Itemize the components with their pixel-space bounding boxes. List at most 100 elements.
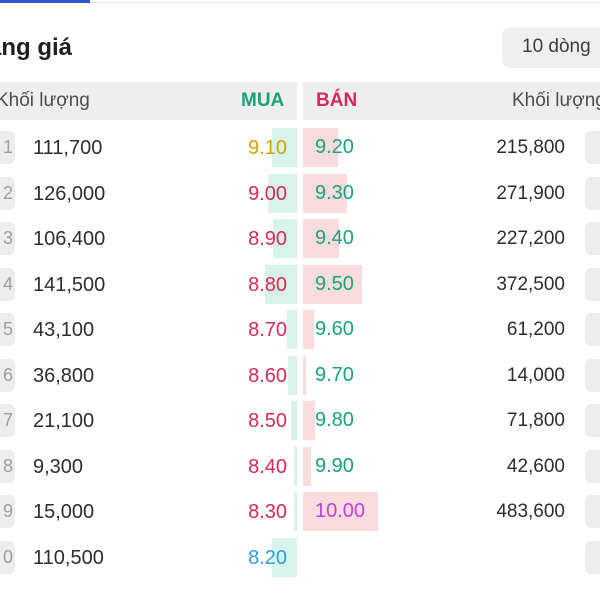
buy-volume: 9,300 xyxy=(33,455,84,478)
row-side-tab-left[interactable]: 3 xyxy=(0,222,15,255)
order-book-row: 5 43,100 8.70 9.60 61,200 xyxy=(0,307,600,352)
row-side-tab-label: 8 xyxy=(2,455,13,476)
sell-volume-bar xyxy=(303,492,378,531)
row-side-tab-right[interactable] xyxy=(585,540,600,574)
order-book-row: 3 106,400 8.90 9.40 227,200 xyxy=(0,216,600,261)
sell-volume-bar xyxy=(303,173,347,213)
tab-divider xyxy=(90,2,600,3)
buy-volume: 21,100 xyxy=(33,410,95,432)
row-side-tab-left[interactable]: 7 xyxy=(0,404,15,437)
row-side-tab-right[interactable] xyxy=(585,449,600,483)
buy-volume: 43,100 xyxy=(33,319,95,341)
row-side-tab-right[interactable] xyxy=(585,222,600,255)
row-side-tab-right[interactable] xyxy=(585,131,600,164)
row-side-tab-left[interactable]: 4 xyxy=(0,267,15,301)
buy-price[interactable]: 8.20 xyxy=(248,546,287,569)
sell-volume-bar xyxy=(303,401,315,440)
sell-price[interactable]: 10.00 xyxy=(315,500,366,522)
row-side-tab-left[interactable]: 8 xyxy=(0,449,15,483)
buy-volume-bar xyxy=(273,219,297,258)
row-side-tab-label: 1 xyxy=(2,137,13,157)
buy-price[interactable]: 8.70 xyxy=(248,319,287,341)
sell-volume: 271,900 xyxy=(496,182,565,204)
sell-price-header: BÁN xyxy=(316,90,358,111)
sell-volume: 71,800 xyxy=(506,410,565,431)
buy-volume-bar xyxy=(272,537,297,577)
row-side-tab-right[interactable] xyxy=(585,313,600,346)
sell-volume: 14,000 xyxy=(506,364,565,386)
sell-volume-bar xyxy=(303,128,338,167)
buy-header-bar xyxy=(0,82,297,120)
buy-price[interactable]: 8.50 xyxy=(248,410,287,432)
page-title: ảng giá xyxy=(0,34,73,61)
row-side-tab-right[interactable] xyxy=(585,267,600,301)
buy-volume: 15,000 xyxy=(33,501,95,523)
row-side-tab-left[interactable]: 9 xyxy=(0,495,15,528)
row-side-tab-left[interactable]: 6 xyxy=(0,358,15,392)
buy-volume: 36,800 xyxy=(33,364,95,387)
order-book-row: 2 126,000 9.00 9.30 271,900 xyxy=(0,171,600,216)
row-side-tab-left[interactable]: 0 xyxy=(0,540,15,574)
sell-price[interactable]: 9.70 xyxy=(315,363,354,386)
sell-header-bar xyxy=(303,82,600,120)
sell-volume-header: Khối lượng xyxy=(512,90,600,111)
sell-price[interactable]: 9.50 xyxy=(315,272,354,295)
order-book-row: 8 9,300 8.40 9.90 42,600 xyxy=(0,444,600,489)
row-side-tab-label: 4 xyxy=(2,273,13,294)
buy-volume: 110,500 xyxy=(33,546,104,569)
buy-price[interactable]: 8.60 xyxy=(248,364,287,387)
row-side-tab-right[interactable] xyxy=(585,404,600,437)
order-book-row: 0 110,500 8.20 xyxy=(0,535,600,580)
row-side-tab-left[interactable]: 1 xyxy=(0,131,15,164)
buy-price-header: MUA xyxy=(241,90,285,111)
sell-volume: 61,200 xyxy=(506,319,565,340)
sell-volume: 215,800 xyxy=(496,137,565,158)
sell-price[interactable]: 9.80 xyxy=(315,409,354,431)
order-book-row: 7 21,100 8.50 9.80 71,800 xyxy=(0,398,600,443)
buy-price[interactable]: 9.00 xyxy=(248,182,287,205)
order-book-row: 6 36,800 8.60 9.70 14,000 xyxy=(0,353,600,398)
buy-price[interactable]: 8.90 xyxy=(248,228,287,250)
row-side-tab-left[interactable]: 2 xyxy=(0,176,15,210)
order-book-row: 4 141,500 8.80 9.50 372,500 xyxy=(0,262,600,307)
sell-price[interactable]: 9.40 xyxy=(315,227,354,249)
sell-price[interactable]: 9.90 xyxy=(315,454,354,477)
sell-price[interactable]: 9.20 xyxy=(315,136,354,158)
sell-price[interactable]: 9.30 xyxy=(315,181,354,204)
buy-volume-bar xyxy=(291,401,297,440)
buy-price[interactable]: 9.10 xyxy=(248,137,287,159)
buy-volume: 141,500 xyxy=(33,273,106,296)
buy-price[interactable]: 8.40 xyxy=(248,455,287,478)
buy-volume-bar xyxy=(268,173,297,213)
row-side-tab-label: 2 xyxy=(2,182,13,203)
rows-count-button[interactable]: 10 dòng xyxy=(502,27,600,68)
row-side-tab-label: 9 xyxy=(2,501,13,521)
row-side-tab-label: 0 xyxy=(2,546,13,567)
row-side-tab-right[interactable] xyxy=(585,495,600,528)
sell-volume: 372,500 xyxy=(496,273,565,295)
row-side-tab-right[interactable] xyxy=(585,358,600,392)
sell-volume: 42,600 xyxy=(506,455,565,477)
buy-volume-bar xyxy=(287,310,297,349)
row-side-tab-label: 7 xyxy=(2,410,13,430)
sell-volume-bar xyxy=(303,219,339,258)
buy-volume-bar xyxy=(294,446,297,486)
sell-price[interactable]: 9.60 xyxy=(315,318,354,340)
sell-volume-bar xyxy=(303,355,306,395)
buy-price[interactable]: 8.80 xyxy=(248,273,287,296)
buy-volume-bar xyxy=(294,492,297,531)
buy-volume: 111,700 xyxy=(33,137,103,159)
sell-volume-bar xyxy=(303,264,362,304)
sell-volume-bar xyxy=(303,310,314,349)
buy-price[interactable]: 8.30 xyxy=(248,501,287,523)
buy-volume: 126,000 xyxy=(33,182,106,205)
row-side-tab-left[interactable]: 5 xyxy=(0,313,15,346)
row-side-tab-label: 6 xyxy=(2,364,13,385)
row-side-tab-label: 3 xyxy=(2,228,13,248)
order-book-row: 1 111,700 9.10 9.20 215,800 xyxy=(0,125,600,170)
row-side-tab-label: 5 xyxy=(2,319,13,339)
buy-volume: 106,400 xyxy=(33,228,106,250)
buy-volume-header: Khối lượng xyxy=(0,90,90,111)
buy-volume-bar xyxy=(265,264,297,304)
row-side-tab-right[interactable] xyxy=(585,176,600,210)
